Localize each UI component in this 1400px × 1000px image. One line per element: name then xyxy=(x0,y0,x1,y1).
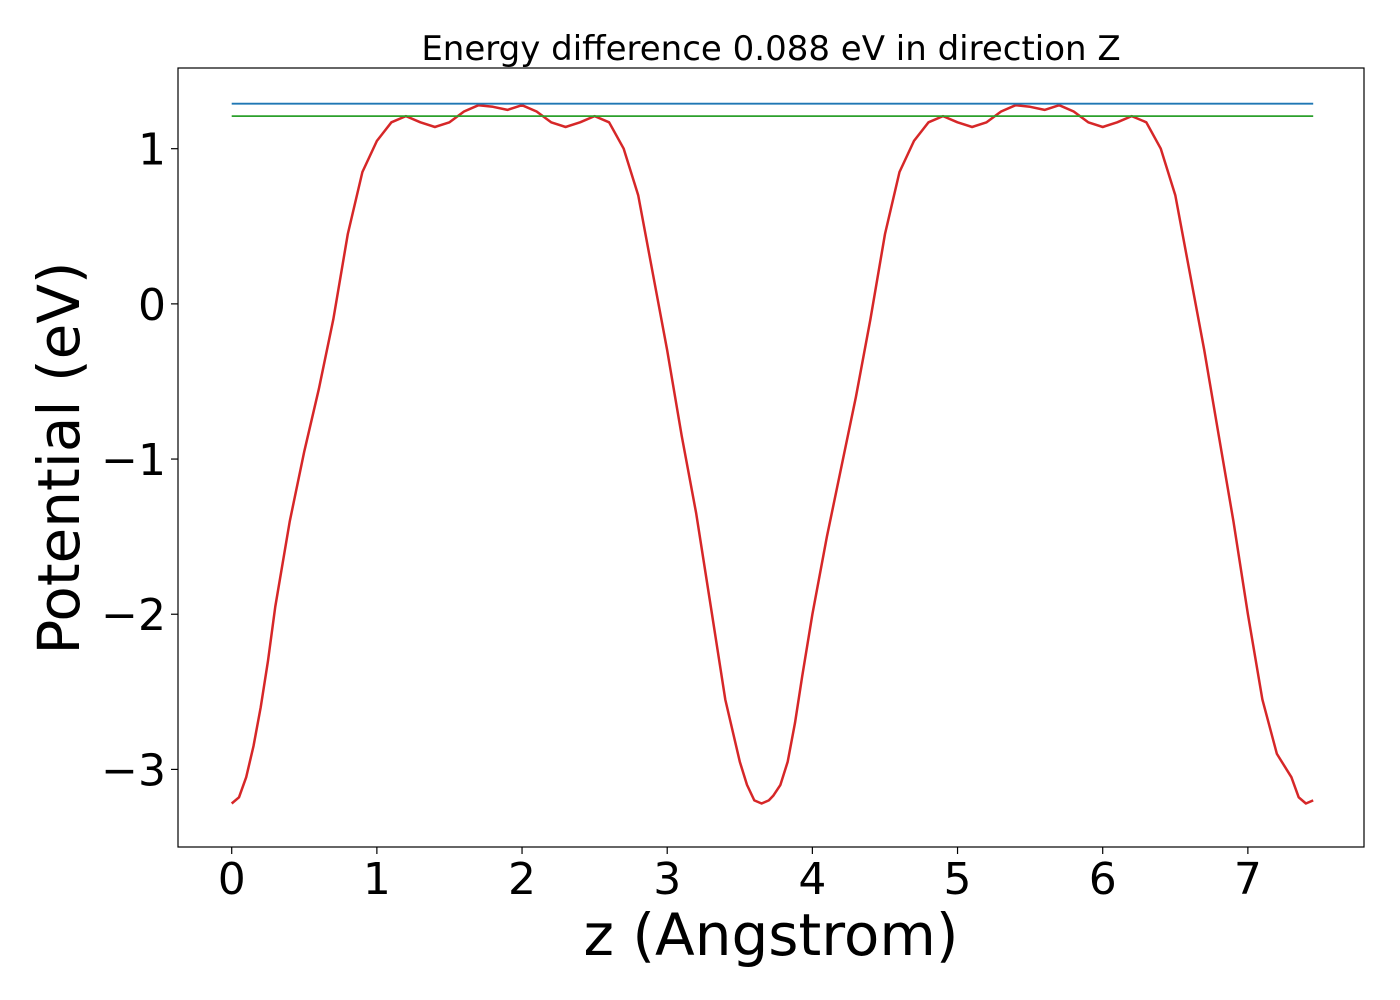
plot-frame xyxy=(177,67,1365,848)
x-tick-label: 3 xyxy=(653,854,681,905)
x-axis-label: z (Angstrom) xyxy=(584,901,959,969)
x-tick-label: 5 xyxy=(944,854,972,905)
x-tick-label: 6 xyxy=(1089,854,1117,905)
y-tick-label: −3 xyxy=(101,745,166,796)
y-tick-label: −1 xyxy=(101,435,166,486)
x-tick-label: 2 xyxy=(508,854,536,905)
x-tick-label: 0 xyxy=(218,854,246,905)
x-tick-label: 7 xyxy=(1234,854,1262,905)
y-tick-label: −2 xyxy=(101,590,166,641)
y-tick-label: 0 xyxy=(138,280,166,331)
series-layer xyxy=(230,102,1314,805)
x-tick-label: 1 xyxy=(363,854,391,905)
chart-title: Energy difference 0.088 eV in direction … xyxy=(421,29,1120,69)
ticks-layer: 0 1 2 3 4 5 6 7 −3 −2 −1 0 1 xyxy=(101,125,1262,905)
y-axis-label: Potential (eV) xyxy=(25,261,93,654)
y-tick-label: 1 xyxy=(138,125,166,176)
x-tick-label: 4 xyxy=(798,854,826,905)
